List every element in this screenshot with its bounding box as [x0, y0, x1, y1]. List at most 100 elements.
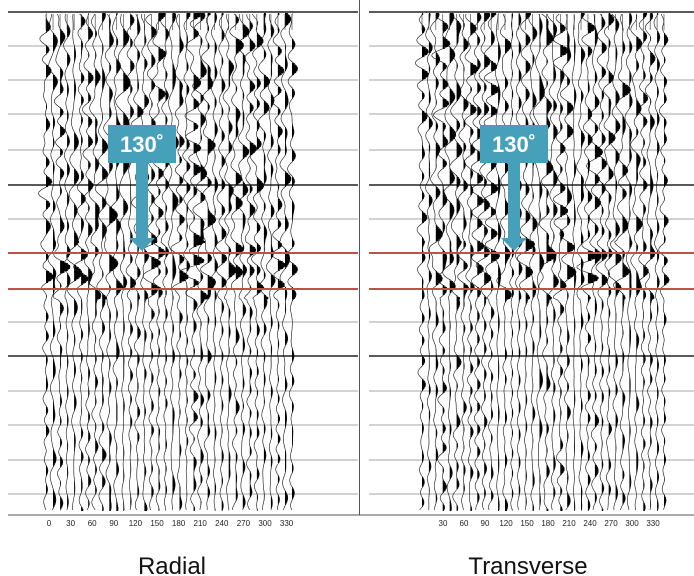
- callout-box: [480, 125, 548, 163]
- trace: [65, 13, 83, 511]
- trace: [279, 13, 292, 511]
- trace: [170, 13, 189, 511]
- trace: [243, 13, 258, 511]
- trace: [653, 13, 661, 511]
- trace: [415, 13, 429, 511]
- trace: [607, 13, 622, 511]
- trace: [493, 13, 502, 511]
- trace: [464, 13, 479, 511]
- panel-title: Transverse: [468, 553, 587, 576]
- trace: [547, 13, 559, 511]
- trace-fill: [214, 13, 218, 511]
- tick-label: 300: [625, 519, 639, 528]
- trace: [215, 13, 228, 511]
- trace: [285, 13, 298, 511]
- trace: [257, 13, 271, 510]
- tick-label: 270: [237, 519, 251, 528]
- tick-label: 240: [215, 519, 229, 528]
- trace-fill: [207, 13, 216, 499]
- trace: [38, 13, 54, 511]
- trace-fill: [553, 23, 559, 499]
- trace-fill: [256, 21, 264, 511]
- trace: [125, 13, 137, 511]
- tick-label: 120: [499, 519, 513, 528]
- trace: [595, 13, 609, 511]
- tick-label: 210: [194, 519, 208, 528]
- trace: [644, 13, 656, 511]
- trace-fill: [242, 23, 250, 509]
- tick-label: 210: [562, 519, 576, 528]
- trace: [151, 13, 167, 511]
- trace: [178, 13, 206, 511]
- tick-label: 150: [520, 519, 534, 528]
- tick-label: 180: [541, 519, 555, 528]
- trace: [630, 13, 643, 511]
- tick-label: 30: [66, 519, 75, 528]
- trace-fill: [664, 33, 670, 507]
- trace: [538, 13, 557, 511]
- tick-label: 240: [583, 519, 597, 528]
- trace-fill: [228, 43, 237, 511]
- tick-label: 270: [604, 519, 618, 528]
- trace-fill: [622, 27, 631, 505]
- tick-label: 60: [460, 519, 469, 528]
- tick-label: 180: [172, 519, 186, 528]
- trace: [141, 13, 161, 511]
- trace: [442, 13, 457, 511]
- trace-fill: [200, 13, 209, 507]
- trace: [108, 13, 124, 510]
- trace: [47, 13, 58, 511]
- callout-arrow: [501, 163, 527, 251]
- trace-fill: [650, 13, 656, 509]
- trace: [63, 13, 71, 511]
- trace: [552, 13, 569, 511]
- trace: [624, 13, 633, 511]
- callout-arrow: [129, 163, 155, 251]
- trace: [576, 13, 599, 511]
- trace-fill: [95, 29, 101, 511]
- trace: [470, 13, 485, 510]
- trace: [457, 13, 470, 511]
- panel: 130˚ 0 30 60 90 120 150 180 210 240 270 300 330 Radia…: [8, 11, 358, 576]
- trace: [638, 13, 649, 511]
- panel-title: Radial: [138, 553, 206, 576]
- tick-label: 330: [646, 519, 660, 528]
- tick-label: 90: [481, 519, 490, 528]
- trace: [209, 13, 219, 511]
- annotation: 130˚: [492, 132, 536, 157]
- trace: [94, 13, 109, 511]
- tick-label: 30: [439, 519, 448, 528]
- trace: [431, 13, 451, 511]
- trace: [527, 13, 538, 511]
- trace-fill: [249, 21, 257, 499]
- trace-fill: [567, 31, 577, 507]
- tick-label: 120: [129, 519, 143, 528]
- trace: [115, 13, 131, 511]
- trace: [103, 13, 119, 511]
- trace: [236, 13, 250, 511]
- callout-box: [108, 125, 176, 163]
- trace-fill: [657, 13, 660, 511]
- panel: 130˚ 30 60 90 120 150 180 210 240 270 300 330 Transv…: [369, 11, 694, 576]
- trace: [425, 13, 433, 510]
- trace: [250, 13, 265, 511]
- trace: [265, 13, 276, 511]
- trace: [271, 13, 286, 510]
- tick-label: 150: [150, 519, 164, 528]
- trace: [140, 13, 150, 510]
- trace: [586, 13, 604, 511]
- trace: [182, 13, 191, 511]
- tick-label: 300: [258, 519, 272, 528]
- trace-fill: [422, 13, 429, 507]
- tick-label: 0: [47, 519, 52, 528]
- trace: [428, 13, 443, 510]
- trace: [532, 13, 546, 511]
- trace: [82, 13, 94, 511]
- trace: [130, 13, 144, 511]
- trace: [613, 13, 631, 511]
- trace-fill: [193, 13, 206, 511]
- trace-fill: [88, 13, 94, 507]
- trace: [559, 13, 577, 511]
- trace: [483, 13, 501, 511]
